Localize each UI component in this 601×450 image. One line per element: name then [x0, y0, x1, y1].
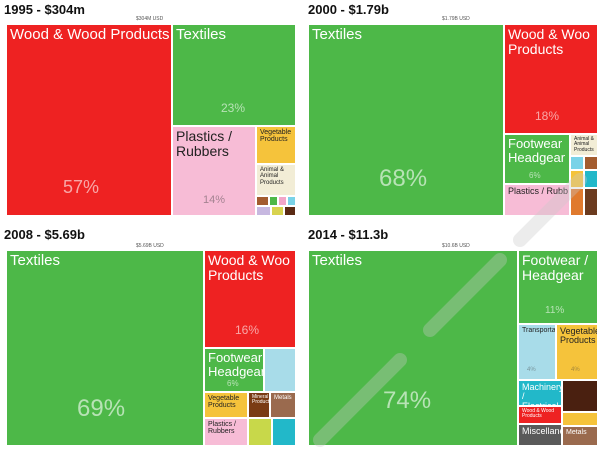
treemap-cell-small-5	[256, 206, 271, 216]
treemap-cell-percent: 74%	[383, 387, 432, 414]
treemap-panel-2000: 2000 - $1.79b $1.79B USD Textiles 68% Wood…	[302, 0, 601, 224]
panel-title: 1995 - $304m	[4, 2, 85, 17]
treemap-cell-percent: 18%	[535, 109, 560, 123]
total-label: $5.69B USD	[136, 243, 164, 249]
treemap-cell-label: Animal & Animal Products	[574, 136, 595, 153]
treemap-cell-label: Footwear / Headgear	[522, 252, 589, 283]
treemap-1995: Wood & Wood Products 57% Textiles 23% Plasti…	[6, 24, 296, 216]
treemap-cell-metals: Metals	[270, 392, 296, 418]
treemap-cell-label: Wood & Woo Products	[508, 26, 590, 57]
treemap-cell-small-1	[256, 196, 269, 206]
treemap-cell-small-5	[570, 188, 584, 216]
treemap-cell-textiles: Textiles 68%	[308, 24, 504, 216]
treemap-cell-small-6	[271, 206, 284, 216]
treemap-cell-textiles: Textiles 23%	[172, 24, 296, 126]
treemap-cell-label: Textiles	[10, 252, 61, 269]
treemap-cell-small-3	[278, 196, 287, 206]
treemap-2008: Textiles 69% Wood & Woo Products 16% Footwea…	[6, 250, 296, 446]
treemap-cell-small-2	[269, 196, 278, 206]
treemap-cell-label: Vegetable Products	[560, 326, 598, 346]
treemap-cell-plastics-rubbers: Plastics / Rubbers	[204, 418, 248, 446]
treemap-cell-percent: 68%	[379, 165, 428, 192]
treemap-panel-1995: 1995 - $304m $304M USD Wood & Wood Produ…	[0, 0, 300, 224]
treemap-cell-label: Footwear Headgear	[508, 136, 566, 165]
treemap-2000: Textiles 68% Wood & Woo Products 18% Footwea…	[308, 24, 598, 216]
treemap-cell-wood-wood-products: Wood & Wood Products	[518, 406, 562, 424]
treemap-cell-small-3	[570, 170, 584, 188]
treemap-cell-label: Mineral Products	[252, 394, 270, 406]
treemap-cell-small-6	[584, 188, 598, 216]
treemap-cell-label: Plastics / Rubbers	[208, 421, 237, 436]
treemap-cell-wood-wood-products: Wood & Woo Products 16%	[204, 250, 296, 348]
treemap-cell-animal-animal-products: Animal & Animal Products	[570, 134, 598, 156]
treemap-cell-label: Wood & Woo Products	[208, 252, 290, 283]
treemap-cell-small-yellow	[562, 412, 598, 426]
treemap-cell-small-4	[584, 170, 598, 188]
total-label: $1.79B USD	[442, 16, 470, 22]
treemap-cell-label: Textiles	[312, 26, 363, 43]
treemap-cell-percent: 6%	[227, 379, 239, 388]
treemap-cell-vegetable-products: Vegetable Products 4%	[556, 324, 598, 380]
treemap-cell-small-2	[584, 156, 598, 170]
treemap-cell-textiles: Textiles 74%	[308, 250, 518, 446]
treemap-cell-label: Miscellaneous	[522, 426, 561, 436]
treemap-cell-label: Footwear Headgear	[208, 350, 264, 379]
treemap-panel-2008: 2008 - $5.69b $5.69B USD Textiles 69% Wood…	[0, 225, 300, 450]
treemap-2014: Textiles 74% Footwear / Headgear 11% Transpo…	[308, 250, 598, 446]
panel-title: 2008 - $5.69b	[4, 227, 85, 242]
treemap-cell-label: Metals	[566, 429, 587, 436]
treemap-cell-label: Plastics / Rubbers	[176, 128, 233, 159]
treemap-cell-percent: 4%	[571, 367, 580, 373]
treemap-cell-small-4	[287, 196, 296, 206]
treemap-cell-percent: 57%	[63, 177, 100, 197]
treemap-cell-footwear-headgear: Footwear Headgear 6%	[504, 134, 570, 184]
treemap-cell-plastics-rubbers: Plastics / Rubb	[504, 184, 570, 216]
treemap-cell-small-light-blue	[264, 348, 296, 392]
treemap-cell-machinery-electrical: Machinery / Electrical	[518, 380, 562, 406]
panel-title: 2014 - $11.3b	[308, 227, 389, 242]
treemap-panel-2014: 2014 - $11.3b $10.6B USD Textiles 74% Foot…	[302, 225, 601, 450]
treemap-cell-metals: Metals	[562, 426, 598, 446]
treemap-cell-percent: 23%	[221, 101, 246, 115]
treemap-cell-vegetable-products: Vegetable Products	[256, 126, 296, 164]
treemap-cell-textiles: Textiles 69%	[6, 250, 204, 446]
treemap-cell-percent: 6%	[529, 171, 541, 180]
treemap-cell-wood-wood-products: Wood & Wood Products 57%	[6, 24, 172, 216]
panel-title: 2000 - $1.79b	[308, 2, 389, 17]
treemap-cell-label: Textiles	[176, 26, 227, 43]
treemap-cell-small-2	[272, 418, 296, 446]
treemap-cell-percent: 69%	[77, 395, 126, 422]
total-label: $10.6B USD	[442, 243, 470, 249]
total-label: $304M USD	[136, 16, 164, 22]
treemap-cell-plastics-rubbers: Plastics / Rubbers 14%	[172, 126, 256, 216]
treemap-cell-small-7	[284, 206, 296, 216]
treemap-cell-small-1	[248, 418, 272, 446]
treemap-cell-label: Metals	[274, 395, 292, 401]
treemap-cell-label: Wood & Wood Products	[522, 408, 555, 420]
treemap-cell-label: Animal & Animal Products	[260, 167, 285, 186]
treemap-cell-transportation: Transportation 4%	[518, 324, 556, 380]
treemap-cell-label: Vegetable Products	[208, 395, 240, 410]
treemap-cell-label: Plastics / Rubb	[508, 186, 569, 196]
treemap-cell-small-dark	[562, 380, 598, 412]
treemap-cell-miscellaneous: Miscellaneous	[518, 424, 562, 446]
treemap-cell-footwear-headgear: Footwear / Headgear 11%	[518, 250, 598, 324]
treemap-cell-mineral-products: Mineral Products	[248, 392, 270, 418]
treemap-cell-percent: 4%	[527, 367, 536, 373]
treemap-cell-label: Vegetable Products	[260, 129, 292, 144]
treemap-cell-label: Wood & Wood Products	[10, 26, 170, 43]
treemap-cell-label: Machinery / Electrical	[522, 382, 562, 406]
treemap-cell-animal-animal-products: Animal & Animal Products	[256, 164, 296, 196]
treemap-cell-percent: 16%	[235, 323, 260, 337]
treemap-cell-vegetable-products: Vegetable Products	[204, 392, 248, 418]
treemap-cell-label: Textiles	[312, 252, 363, 269]
treemap-cell-label: Transportation	[522, 327, 556, 334]
treemap-cell-percent: 14%	[203, 194, 226, 206]
treemap-cell-percent: 11%	[545, 305, 565, 316]
treemap-cell-small-1	[570, 156, 584, 170]
treemap-cell-wood-wood-products: Wood & Woo Products 18%	[504, 24, 598, 134]
treemap-cell-footwear-headgear: Footwear Headgear 6%	[204, 348, 264, 392]
